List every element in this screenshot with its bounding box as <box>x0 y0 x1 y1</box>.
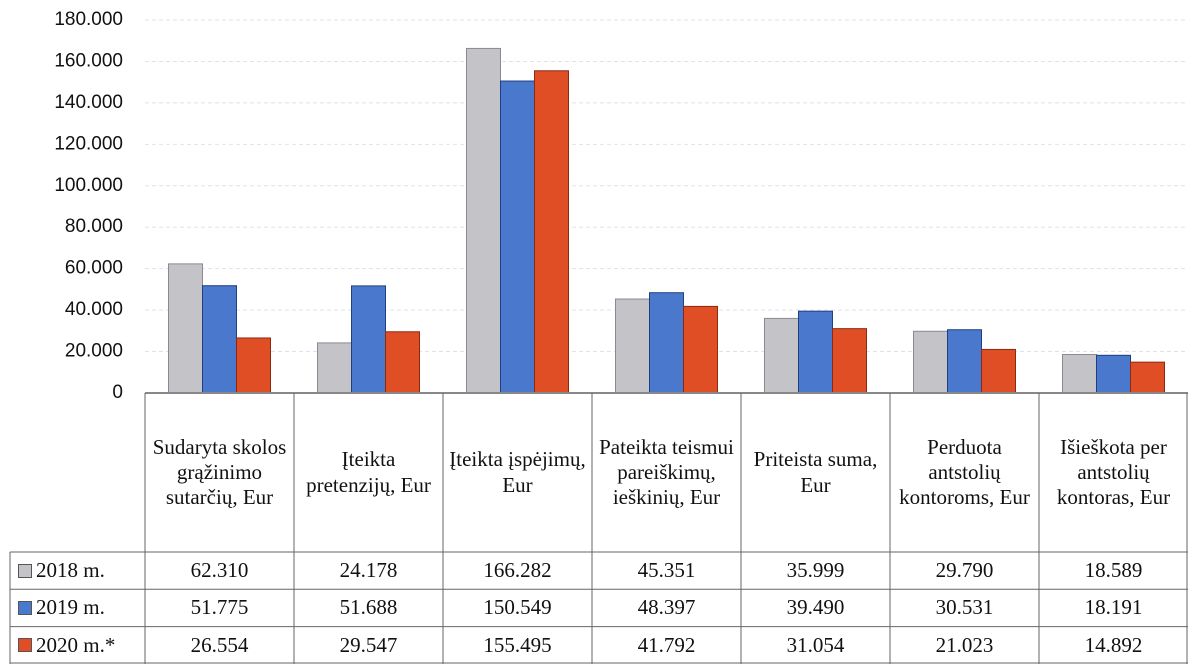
category-label: Perduota antstolių kontoroms, Eur <box>899 434 1030 510</box>
bar <box>534 70 569 394</box>
y-tick-label: 20.000 <box>65 341 123 362</box>
legend-swatch <box>18 563 32 578</box>
legend-label: 2018 m. <box>36 558 105 583</box>
bar <box>832 328 867 394</box>
value-label: 31.054 <box>786 632 845 657</box>
bar <box>913 330 948 394</box>
legend-swatch <box>18 638 32 653</box>
bar <box>649 292 684 394</box>
value-label: 39.490 <box>786 595 845 620</box>
bar <box>466 47 501 394</box>
value-label: 45.351 <box>637 558 696 583</box>
value-label: 166.282 <box>483 558 552 583</box>
value-label: 26.554 <box>190 632 249 657</box>
legend-swatch <box>18 600 32 615</box>
bar <box>351 285 386 394</box>
value-label: 41.792 <box>637 632 696 657</box>
bar <box>615 298 650 394</box>
bar <box>764 317 799 394</box>
value-label: 24.178 <box>339 558 398 583</box>
y-tick-label: 100.000 <box>54 175 123 196</box>
value-label: 30.531 <box>935 595 994 620</box>
bar <box>1062 353 1097 394</box>
category-label: Įteikta pretenzijų, Eur <box>306 447 431 497</box>
bar <box>236 337 271 394</box>
bar <box>947 329 982 394</box>
category-label: Sudaryta skolos grąžinimo sutarčių, Eur <box>152 434 287 510</box>
value-label: 150.549 <box>483 595 552 620</box>
value-label: 14.892 <box>1084 632 1143 657</box>
legend-entry: 2018 m. <box>10 552 145 589</box>
category-label: Išieškota per antstolių kontoras, Eur <box>1056 434 1171 510</box>
bar <box>168 263 203 394</box>
bar <box>385 331 420 394</box>
y-tick-label: 60.000 <box>65 258 123 279</box>
y-tick-label: 180.000 <box>54 9 123 30</box>
category-label: Įteikta įspėjimų, Eur <box>449 447 586 497</box>
value-label: 21.023 <box>935 632 994 657</box>
y-tick-label: 120.000 <box>54 133 123 154</box>
value-label: 51.688 <box>339 595 398 620</box>
value-label: 35.999 <box>786 558 845 583</box>
legend-entry: 2020 m.* <box>10 627 145 664</box>
value-label: 29.547 <box>339 632 398 657</box>
y-tick-label: 40.000 <box>65 299 123 320</box>
y-tick-label: 140.000 <box>54 92 123 113</box>
category-label: Priteista suma, Eur <box>753 447 878 497</box>
y-tick-label: 80.000 <box>65 216 123 237</box>
category-label: Pateikta teismui pareiškimų, ieškinių, E… <box>599 434 734 510</box>
value-label: 155.495 <box>483 632 552 657</box>
legend-label: 2020 m.* <box>36 632 116 657</box>
value-label: 48.397 <box>637 595 696 620</box>
bar <box>202 285 237 394</box>
bar <box>798 310 833 394</box>
value-label: 62.310 <box>190 558 249 583</box>
bar <box>683 305 718 394</box>
value-label: 51.775 <box>190 595 249 620</box>
bar <box>1096 354 1131 394</box>
y-tick-label: 160.000 <box>54 50 123 71</box>
legend-entry: 2019 m. <box>10 589 145 626</box>
value-label: 29.790 <box>935 558 994 583</box>
y-tick-label: 0 <box>112 382 123 403</box>
value-label: 18.191 <box>1084 595 1143 620</box>
value-label: 18.589 <box>1084 558 1143 583</box>
bar <box>981 348 1016 394</box>
bar <box>1130 361 1165 394</box>
bar <box>500 80 535 394</box>
legend-label: 2019 m. <box>36 595 105 620</box>
bar <box>317 342 352 394</box>
